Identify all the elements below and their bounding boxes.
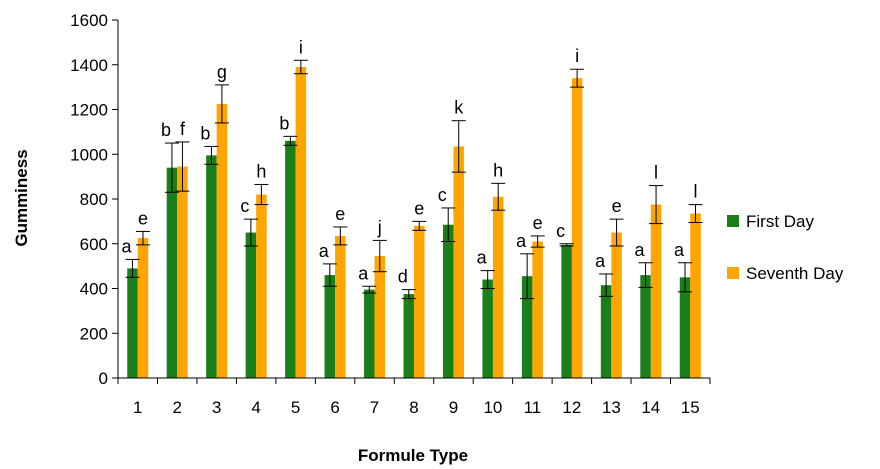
bar-first-day	[561, 244, 572, 378]
bar-seventh-day	[414, 225, 425, 378]
y-tick-label: 1200	[70, 101, 108, 120]
significance-letter: i	[575, 46, 579, 66]
x-tick-label: 2	[172, 398, 181, 417]
x-tick-label: 3	[212, 398, 221, 417]
x-tick-label: 4	[251, 398, 260, 417]
bar-seventh-day	[453, 146, 464, 378]
x-axis-ticks: 1 2 3 4 5 6 7 8 9 10 11 12 13 14 15	[117, 378, 711, 417]
y-tick-label: 200	[80, 324, 108, 343]
x-tick-label: 1	[133, 398, 142, 417]
significance-letter: l	[654, 163, 658, 183]
x-tick-label: 8	[409, 398, 418, 417]
bar-seventh-day	[374, 256, 386, 378]
bar-series	[127, 66, 701, 379]
significance-letter: d	[398, 267, 408, 287]
y-tick-label: 400	[80, 280, 108, 299]
significance-letter: a	[358, 263, 369, 283]
significance-letter: b	[279, 113, 289, 133]
bar-seventh-day	[216, 103, 228, 378]
bar-first-day	[482, 279, 493, 378]
significance-letter: a	[595, 251, 606, 271]
bar-first-day	[442, 224, 454, 378]
y-tick-label: 1000	[70, 145, 108, 164]
x-tick-label: 5	[291, 398, 300, 417]
significance-letter: h	[256, 161, 266, 181]
significance-letter: b	[200, 123, 210, 143]
x-tick-label: 14	[641, 398, 660, 417]
bar-seventh-day	[690, 213, 701, 378]
bar-first-day	[206, 155, 217, 378]
bar-seventh-day	[650, 204, 662, 378]
legend-swatch	[727, 215, 739, 227]
bar-first-day	[521, 276, 533, 378]
axes	[117, 20, 710, 379]
error-bars	[125, 59, 703, 300]
y-tick-label: 800	[80, 190, 108, 209]
significance-letter: j	[377, 217, 382, 237]
significance-letter: a	[121, 236, 132, 256]
significance-letter: c	[438, 185, 447, 205]
x-tick-label: 11	[524, 398, 542, 417]
bar-first-day	[679, 277, 691, 378]
x-tick-label: 13	[602, 398, 621, 417]
significance-letter: i	[299, 37, 303, 57]
bar-seventh-day	[532, 241, 543, 378]
significance-letter: f	[180, 119, 186, 139]
legend-swatch	[727, 267, 739, 279]
significance-letter: e	[414, 198, 424, 218]
bar-first-day	[285, 140, 296, 378]
significance-letter: a	[674, 240, 685, 260]
bar-seventh-day	[256, 194, 267, 378]
y-axis-title: Gumminess	[12, 149, 31, 246]
bar-seventh-day	[611, 232, 622, 378]
bar-first-day	[640, 275, 651, 378]
bar-seventh-day	[295, 66, 307, 379]
bar-first-day	[364, 289, 375, 378]
significance-letter: a	[319, 241, 330, 261]
y-tick-label: 1600	[70, 11, 108, 30]
significance-letter: e	[335, 204, 345, 224]
significance-letter: c	[556, 221, 565, 241]
y-tick-label: 0	[99, 369, 108, 388]
x-axis-title: Formule Type	[358, 446, 468, 465]
x-tick-label: 6	[330, 398, 339, 417]
significance-letter: e	[138, 208, 148, 228]
bar-seventh-day	[492, 196, 504, 378]
significance-letter: c	[240, 196, 249, 216]
significance-letter: e	[612, 196, 622, 216]
legend-label: First Day	[746, 212, 815, 231]
x-tick-label: 12	[562, 398, 581, 417]
bar-first-day	[600, 285, 612, 378]
bar-seventh-day	[137, 238, 149, 378]
bar-seventh-day	[335, 235, 346, 378]
significance-letter: a	[635, 240, 646, 260]
significance-letter: b	[161, 120, 171, 140]
significance-letter: a	[477, 248, 488, 268]
bar-seventh-day	[177, 166, 188, 378]
x-tick-label: 7	[370, 398, 379, 417]
x-tick-label: 15	[681, 398, 700, 417]
significance-letter: k	[454, 98, 464, 118]
y-axis-ticks: 0 200 400 600 800 1000 1200 1400 1600	[70, 11, 118, 388]
bar-first-day	[245, 232, 257, 378]
bar-first-day	[166, 167, 178, 378]
legend: First Day Seventh Day	[727, 212, 844, 283]
legend-label: Seventh Day	[746, 264, 844, 283]
y-tick-label: 600	[80, 235, 108, 254]
significance-letter: l	[694, 182, 698, 202]
y-tick-label: 1400	[70, 56, 108, 75]
significance-letter: h	[493, 160, 503, 180]
significance-letter: e	[533, 213, 543, 233]
bar-first-day	[127, 268, 138, 378]
significance-letter: g	[217, 62, 227, 82]
bar-first-day	[324, 275, 336, 378]
significance-letter: a	[516, 231, 527, 251]
bar-first-day	[403, 294, 414, 378]
x-tick-label: 9	[449, 398, 458, 417]
x-tick-label: 10	[483, 398, 502, 417]
bar-seventh-day	[571, 78, 583, 379]
